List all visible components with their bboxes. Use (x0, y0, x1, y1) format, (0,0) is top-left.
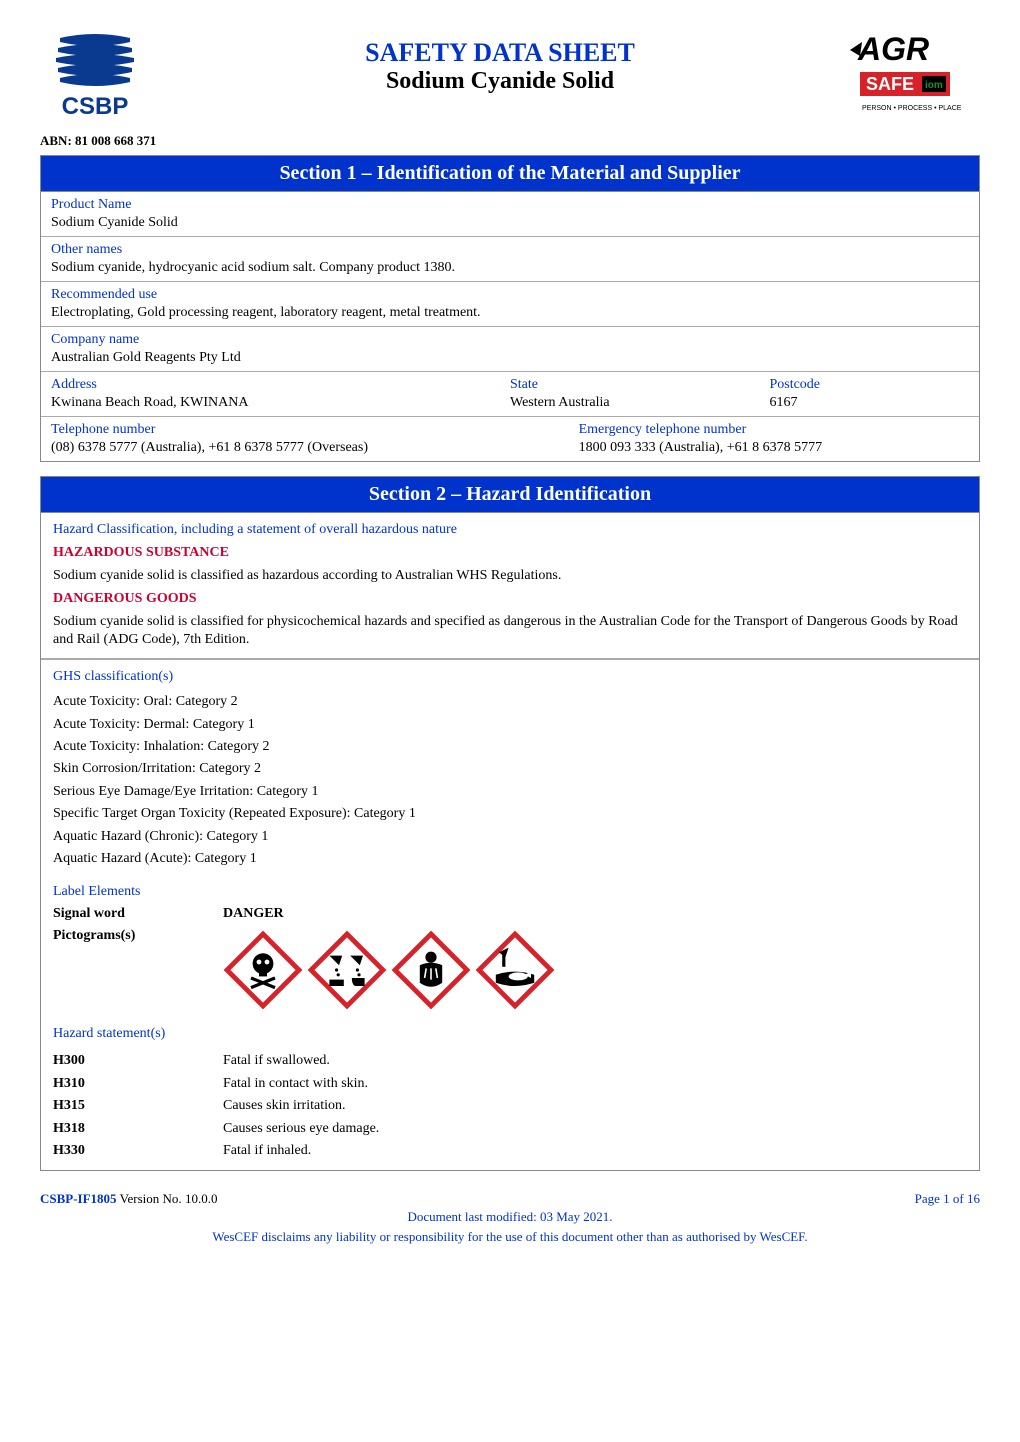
ghs-item: Acute Toxicity: Inhalation: Category 2 (53, 736, 967, 758)
signal-word-label: Signal word (53, 906, 223, 922)
svg-text:SAFE: SAFE (866, 74, 914, 94)
emergency-col: Emergency telephone number 1800 093 333 … (569, 417, 979, 461)
title-block: SAFETY DATA SHEET Sodium Cyanide Solid (150, 30, 850, 95)
section2-box: Hazard Classification, including a state… (40, 513, 980, 1171)
hazardous-substance-text: Sodium cyanide solid is classified as ha… (53, 567, 967, 586)
pictograms-label: Pictograms(s) (53, 928, 223, 944)
product-name-value: Sodium Cyanide Solid (51, 215, 969, 231)
other-names-label: Other names (51, 242, 969, 258)
ghs-item: Aquatic Hazard (Acute): Category 1 (53, 848, 967, 870)
dangerous-goods-heading: DANGEROUS GOODS (53, 590, 967, 609)
svg-text:iom: iom (925, 80, 943, 91)
recommended-use-block: Recommended use Electroplating, Gold pro… (41, 281, 979, 326)
postcode-label: Postcode (769, 377, 969, 393)
doc-title: SAFETY DATA SHEET (150, 38, 850, 68)
telephone-col: Telephone number (08) 6378 5777 (Austral… (41, 417, 569, 461)
signal-word-value: DANGER (223, 906, 967, 922)
company-name-label: Company name (51, 332, 969, 348)
ghs-item: Skin Corrosion/Irritation: Category 2 (53, 758, 967, 780)
footer-ref: CSBP-IF1805 (40, 1191, 117, 1206)
hazard-row: H310 Fatal in contact with skin. (53, 1073, 967, 1095)
recommended-use-value: Electroplating, Gold processing reagent,… (51, 305, 969, 321)
ghs-item: Acute Toxicity: Oral: Category 2 (53, 691, 967, 713)
footer-modified: Document last modified: 03 May 2021. (40, 1209, 980, 1225)
hazard-code: H315 (53, 1095, 223, 1117)
emergency-label: Emergency telephone number (579, 422, 969, 438)
telephone-label: Telephone number (51, 422, 559, 438)
skull-crossbones-pictogram-icon (223, 930, 303, 1010)
ghs-item: Serious Eye Damage/Eye Irritation: Categ… (53, 781, 967, 803)
label-elements-label: Label Elements (53, 884, 967, 900)
page-header: CSBP SAFETY DATA SHEET Sodium Cyanide So… (40, 30, 980, 125)
footer-version: 10.0.0 (185, 1191, 218, 1206)
pictograms-row: Pictograms(s) (53, 928, 967, 1010)
state-label: State (510, 377, 749, 393)
address-value: Kwinana Beach Road, KWINANA (51, 395, 490, 411)
hazard-classification-label: Hazard Classification, including a state… (53, 521, 967, 540)
company-name-block: Company name Australian Gold Reagents Pt… (41, 326, 979, 371)
footer-disclaimer: WesCEF disclaims any liability or respon… (40, 1229, 980, 1245)
hazard-code: H300 (53, 1050, 223, 1072)
address-label: Address (51, 377, 490, 393)
hazard-row: H300 Fatal if swallowed. (53, 1050, 967, 1072)
ghs-item: Aquatic Hazard (Chronic): Category 1 (53, 826, 967, 848)
footer-ref-version: CSBP-IF1805 Version No. 10.0.0 (40, 1191, 217, 1207)
footer-top-row: CSBP-IF1805 Version No. 10.0.0 Page 1 of… (40, 1191, 980, 1207)
csbp-logo: CSBP (40, 30, 150, 120)
hazard-code: H330 (53, 1140, 223, 1162)
hazardous-substance-heading: HAZARDOUS SUBSTANCE (53, 544, 967, 563)
emergency-value: 1800 093 333 (Australia), +61 8 6378 577… (579, 440, 969, 456)
footer-version-label: Version No. (120, 1191, 185, 1206)
corrosion-pictogram-icon (307, 930, 387, 1010)
state-value: Western Australia (510, 395, 749, 411)
svg-text:CSBP: CSBP (62, 93, 129, 120)
address-col: Address Kwinana Beach Road, KWINANA (41, 372, 500, 416)
hazard-text: Causes serious eye damage. (223, 1118, 967, 1140)
agr-logo: AGR SAFE iom PERSON • PROCESS • PLACE (850, 30, 980, 125)
hazard-statements-table: H300 Fatal if swallowed. H310 Fatal in c… (53, 1050, 967, 1162)
doc-subtitle: Sodium Cyanide Solid (150, 68, 850, 95)
ghs-item: Specific Target Organ Toxicity (Repeated… (53, 803, 967, 825)
ghs-item: Acute Toxicity: Dermal: Category 1 (53, 714, 967, 736)
product-name-label: Product Name (51, 197, 969, 213)
section2-bar: Section 2 – Hazard Identification (40, 476, 980, 513)
section1-bar: Section 1 – Identification of the Materi… (40, 155, 980, 192)
company-name-value: Australian Gold Reagents Pty Ltd (51, 350, 969, 366)
section1-box: Product Name Sodium Cyanide Solid Other … (40, 192, 980, 462)
product-name-block: Product Name Sodium Cyanide Solid (41, 192, 979, 236)
address-row: Address Kwinana Beach Road, KWINANA Stat… (41, 371, 979, 416)
hazard-row: H318 Causes serious eye damage. (53, 1118, 967, 1140)
hazard-row: H315 Causes skin irritation. (53, 1095, 967, 1117)
hazard-text: Fatal in contact with skin. (223, 1073, 967, 1095)
ghs-classification-list: Acute Toxicity: Oral: Category 2 Acute T… (53, 691, 967, 870)
ghs-classification-label: GHS classification(s) (53, 668, 967, 687)
health-hazard-pictogram-icon (391, 930, 471, 1010)
hazard-text: Causes skin irritation. (223, 1095, 967, 1117)
abn-line: ABN: 81 008 668 371 (40, 133, 980, 149)
section2-divider-1 (41, 658, 979, 660)
signal-word-row: Signal word DANGER (53, 906, 967, 922)
telephone-value: (08) 6378 5777 (Australia), +61 8 6378 5… (51, 440, 559, 456)
hazard-statements-label: Hazard statement(s) (53, 1026, 967, 1042)
environment-pictogram-icon (475, 930, 555, 1010)
hazard-row: H330 Fatal if inhaled. (53, 1140, 967, 1162)
hazard-code: H310 (53, 1073, 223, 1095)
phone-row: Telephone number (08) 6378 5777 (Austral… (41, 416, 979, 461)
hazard-code: H318 (53, 1118, 223, 1140)
svg-text:AGR: AGR (857, 31, 929, 67)
svg-text:PERSON • PROCESS • PLACE: PERSON • PROCESS • PLACE (862, 105, 962, 112)
other-names-block: Other names Sodium cyanide, hydrocyanic … (41, 236, 979, 281)
pictogram-container (223, 930, 555, 1010)
state-col: State Western Australia (500, 372, 759, 416)
hazard-text: Fatal if swallowed. (223, 1050, 967, 1072)
postcode-col: Postcode 6167 (759, 372, 979, 416)
hazard-text: Fatal if inhaled. (223, 1140, 967, 1162)
footer-page: Page 1 of 16 (915, 1191, 980, 1207)
postcode-value: 6167 (769, 395, 969, 411)
recommended-use-label: Recommended use (51, 287, 969, 303)
dangerous-goods-text: Sodium cyanide solid is classified for p… (53, 613, 967, 651)
other-names-value: Sodium cyanide, hydrocyanic acid sodium … (51, 260, 969, 276)
page-footer: CSBP-IF1805 Version No. 10.0.0 Page 1 of… (40, 1191, 980, 1245)
